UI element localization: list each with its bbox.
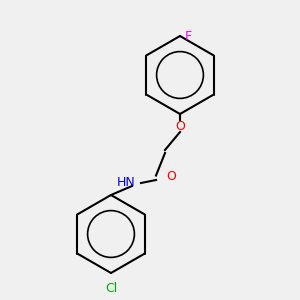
Text: Cl: Cl — [105, 282, 117, 295]
Text: F: F — [184, 29, 192, 43]
Text: O: O — [166, 170, 176, 184]
Text: O: O — [175, 119, 185, 133]
Text: HN: HN — [116, 176, 135, 190]
